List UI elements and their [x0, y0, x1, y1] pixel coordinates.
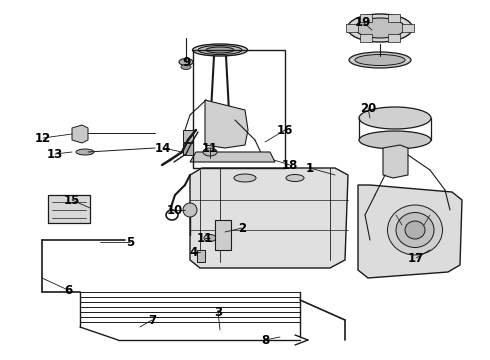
Bar	[388, 14, 400, 22]
Ellipse shape	[355, 54, 405, 66]
Polygon shape	[190, 152, 275, 162]
Text: 7: 7	[148, 314, 156, 327]
Text: 10: 10	[167, 203, 183, 216]
Ellipse shape	[347, 14, 413, 42]
Text: 11: 11	[197, 231, 213, 244]
Text: 14: 14	[155, 141, 171, 154]
Ellipse shape	[193, 44, 247, 56]
Ellipse shape	[179, 58, 193, 66]
Text: 20: 20	[360, 102, 376, 114]
Bar	[360, 33, 372, 41]
Text: 4: 4	[190, 246, 198, 258]
Bar	[388, 33, 400, 41]
Polygon shape	[183, 130, 193, 142]
Bar	[48, 195, 90, 223]
Ellipse shape	[76, 149, 94, 155]
Text: 9: 9	[182, 55, 190, 68]
Ellipse shape	[181, 64, 191, 69]
Text: 19: 19	[355, 15, 371, 28]
Ellipse shape	[206, 47, 234, 53]
Text: 1: 1	[306, 162, 314, 175]
Ellipse shape	[355, 18, 405, 38]
Ellipse shape	[234, 174, 256, 182]
Text: 5: 5	[126, 235, 134, 248]
Text: 12: 12	[35, 131, 51, 144]
Bar	[346, 24, 358, 32]
Ellipse shape	[405, 221, 425, 239]
Circle shape	[183, 203, 197, 217]
Polygon shape	[383, 145, 408, 178]
Ellipse shape	[359, 131, 431, 149]
Bar	[402, 24, 414, 32]
Polygon shape	[190, 168, 348, 268]
Bar	[215, 220, 231, 250]
Polygon shape	[183, 143, 193, 155]
Polygon shape	[358, 185, 462, 278]
Text: 16: 16	[277, 123, 293, 136]
Text: 2: 2	[238, 221, 246, 234]
Ellipse shape	[198, 45, 242, 54]
Text: 17: 17	[408, 252, 424, 265]
Ellipse shape	[388, 205, 442, 255]
Polygon shape	[72, 125, 88, 143]
Text: 13: 13	[47, 148, 63, 161]
Text: 6: 6	[64, 284, 72, 297]
Bar	[360, 14, 372, 22]
Bar	[193, 50, 285, 168]
Bar	[197, 250, 205, 262]
Text: 3: 3	[214, 306, 222, 319]
Ellipse shape	[204, 234, 216, 242]
Ellipse shape	[203, 148, 217, 156]
Ellipse shape	[349, 52, 411, 68]
Ellipse shape	[359, 107, 431, 129]
Polygon shape	[205, 100, 248, 148]
Text: 15: 15	[64, 194, 80, 207]
Ellipse shape	[286, 175, 304, 181]
Text: 18: 18	[282, 158, 298, 171]
Ellipse shape	[396, 212, 434, 248]
Text: 11: 11	[202, 141, 218, 154]
Text: 8: 8	[261, 333, 269, 346]
